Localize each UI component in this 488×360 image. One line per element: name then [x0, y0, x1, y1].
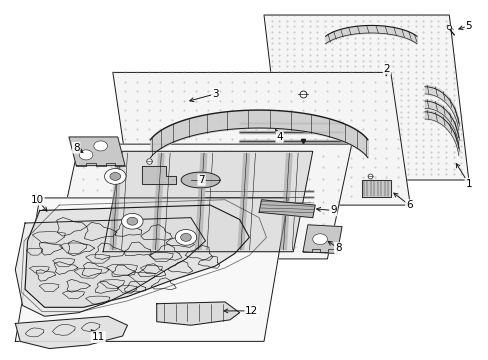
Text: 4: 4	[276, 132, 283, 142]
Polygon shape	[54, 144, 351, 259]
Polygon shape	[113, 72, 409, 205]
Polygon shape	[15, 218, 205, 316]
Polygon shape	[142, 166, 176, 184]
Text: 2: 2	[383, 64, 389, 74]
Text: 1: 1	[465, 179, 471, 189]
Circle shape	[94, 141, 107, 151]
Circle shape	[127, 217, 138, 225]
Text: 7: 7	[198, 175, 204, 185]
Polygon shape	[361, 180, 390, 197]
Polygon shape	[15, 316, 127, 348]
Circle shape	[175, 229, 196, 245]
Text: 8: 8	[334, 243, 341, 253]
Polygon shape	[264, 15, 468, 180]
Circle shape	[180, 233, 191, 241]
Polygon shape	[303, 225, 341, 253]
Text: 11: 11	[91, 332, 104, 342]
Polygon shape	[157, 302, 239, 325]
Circle shape	[104, 168, 126, 184]
Text: 12: 12	[244, 306, 258, 316]
Polygon shape	[15, 198, 288, 341]
Text: 9: 9	[329, 206, 336, 216]
Circle shape	[312, 234, 327, 244]
Polygon shape	[103, 151, 312, 252]
Text: 5: 5	[465, 21, 471, 31]
Polygon shape	[259, 200, 315, 218]
Circle shape	[110, 172, 121, 180]
Text: 3: 3	[211, 89, 218, 99]
Polygon shape	[25, 205, 249, 307]
Text: 6: 6	[405, 200, 412, 210]
Polygon shape	[181, 172, 220, 188]
Circle shape	[79, 150, 93, 160]
Polygon shape	[69, 137, 125, 166]
Circle shape	[122, 213, 143, 229]
Text: 10: 10	[31, 195, 44, 205]
Text: 8: 8	[73, 143, 80, 153]
